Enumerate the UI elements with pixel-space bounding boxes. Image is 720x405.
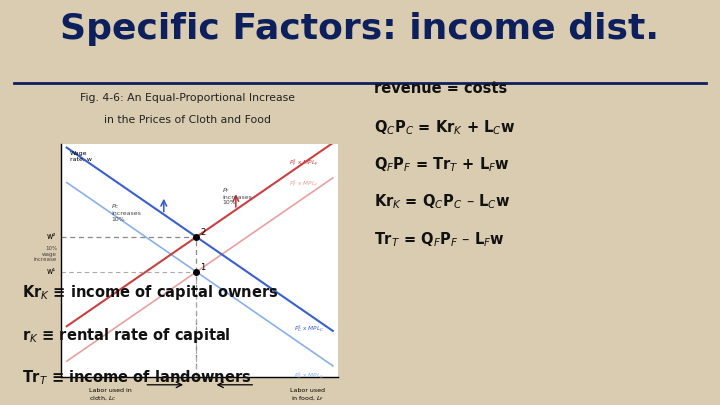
Text: Fig. 4-6: An Equal-Proportional Increase: Fig. 4-6: An Equal-Proportional Increase xyxy=(80,93,294,103)
Text: $P_C^1$ x $MPL_C$: $P_C^1$ x $MPL_C$ xyxy=(294,371,325,381)
Text: Labor used
in food, $L_F$: Labor used in food, $L_F$ xyxy=(289,388,325,403)
Text: in the Prices of Cloth and Food: in the Prices of Cloth and Food xyxy=(104,115,271,126)
Text: $P_F$
increases
10%: $P_F$ increases 10% xyxy=(222,185,252,205)
Text: Labor used in
cloth, $L_C$: Labor used in cloth, $L_C$ xyxy=(89,388,132,403)
Text: r$_K$ ≡ rental rate of capital: r$_K$ ≡ rental rate of capital xyxy=(22,326,230,345)
Text: $P_F^2$ x $MPL_F$: $P_F^2$ x $MPL_F$ xyxy=(289,157,319,168)
Text: 1: 1 xyxy=(201,262,206,271)
Text: Q$_C$P$_C$ = Kr$_K$ + L$_C$w: Q$_C$P$_C$ = Kr$_K$ + L$_C$w xyxy=(374,118,516,137)
Text: $P_C$
increases
10%: $P_C$ increases 10% xyxy=(111,202,141,222)
Text: Tr$_T$ = Q$_F$P$_F$ – L$_F$w: Tr$_T$ = Q$_F$P$_F$ – L$_F$w xyxy=(374,230,505,249)
Text: Kr$_K$ ≡ income of capital owners: Kr$_K$ ≡ income of capital owners xyxy=(22,284,278,303)
Text: $P_C^2$ x $MPL_C$: $P_C^2$ x $MPL_C$ xyxy=(294,323,325,334)
Text: w¹: w¹ xyxy=(46,267,55,276)
Text: w²: w² xyxy=(46,232,55,241)
Text: 10%
wage
increase: 10% wage increase xyxy=(34,247,57,262)
Text: Specific Factors: income dist.: Specific Factors: income dist. xyxy=(60,12,660,46)
Text: Wage
rate, w: Wage rate, w xyxy=(70,151,91,162)
Text: revenue = costs: revenue = costs xyxy=(374,81,508,96)
Text: Q$_F$P$_F$ = Tr$_T$ + L$_F$w: Q$_F$P$_F$ = Tr$_T$ + L$_F$w xyxy=(374,156,510,174)
Text: Kr$_K$ = Q$_C$P$_C$ – L$_C$w: Kr$_K$ = Q$_C$P$_C$ – L$_C$w xyxy=(374,193,511,211)
Text: $P_F^1$ x $MPL_F$: $P_F^1$ x $MPL_F$ xyxy=(289,178,319,189)
Text: Tr$_T$ ≡ income of landowners: Tr$_T$ ≡ income of landowners xyxy=(22,369,251,387)
Text: 2: 2 xyxy=(201,228,206,237)
